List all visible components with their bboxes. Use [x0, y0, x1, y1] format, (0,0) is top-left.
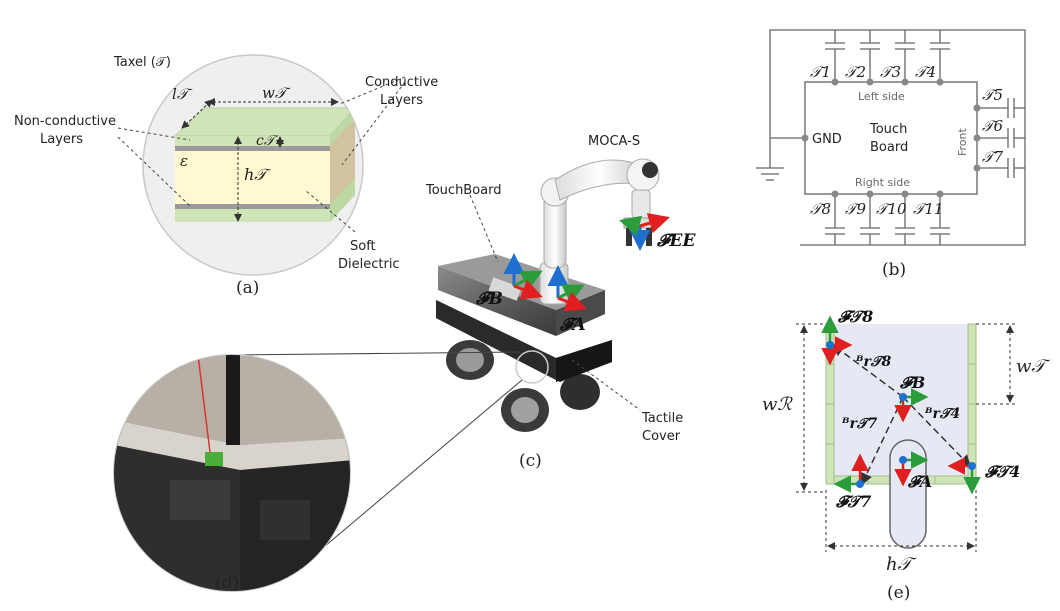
f-t7-label: 𝓕𝒯7 — [835, 492, 871, 511]
taxel-t10: 𝒯10 — [876, 200, 907, 218]
panel-a-caption: (a) — [236, 278, 259, 298]
panel-e-caption: (e) — [887, 583, 910, 603]
zoom-line-top — [231, 351, 521, 356]
arm-base — [889, 439, 927, 549]
f-t4-label: 𝓕𝒯4 — [984, 462, 1020, 481]
tactile-leader — [571, 359, 641, 411]
f-a-label: 𝓕A — [907, 472, 932, 491]
zoom-line-bottom — [317, 379, 523, 553]
r-t8-label: ᴮr𝒯8 — [855, 354, 892, 370]
taxel-t6: 𝒯6 — [982, 117, 1003, 135]
fa-axis-x — [557, 291, 587, 312]
r-t7-label: ᴮr𝒯7 — [841, 416, 878, 432]
conductive-label-2: Layers — [380, 93, 423, 108]
soft-leader — [304, 189, 356, 233]
fa-label: 𝓕A — [559, 315, 586, 335]
taxel-t5: 𝒯5 — [982, 86, 1003, 104]
panel-b-labels: 𝒯1 𝒯2 𝒯3 𝒯4 𝒯5 𝒯6 𝒯7 𝒯8 𝒯9 𝒯10 𝒯11 GND T… — [810, 63, 1003, 280]
panel-c: MOCA-S TouchBoard Tactile Cover 𝓕EE 𝓕B 𝓕… — [425, 134, 697, 471]
f-t8-label: 𝓕𝒯8 — [837, 307, 873, 326]
bottom-capacitors — [825, 194, 950, 245]
touchboard-pcb — [488, 277, 522, 301]
upper-box-front — [438, 266, 556, 336]
fb-axis-x — [513, 279, 543, 300]
bottom-nonconductive-layer — [175, 204, 330, 209]
outer-wire — [769, 29, 1026, 246]
frame-t7 — [833, 453, 869, 493]
taxel-t1: 𝒯1 — [810, 63, 831, 81]
top-conductive-layer — [175, 136, 330, 146]
upper-box-side — [556, 290, 605, 336]
l-t-label: l𝒯 — [172, 85, 193, 103]
fee-axis-y — [619, 215, 643, 236]
board-label-1: Touch — [869, 122, 907, 137]
zoom-spot — [515, 350, 549, 384]
l-t-dimension — [181, 99, 213, 129]
nonconductive-leader-2 — [117, 136, 191, 207]
fee-label: 𝓕EE — [656, 231, 697, 251]
panel-b-caption: (b) — [882, 260, 906, 280]
w-r-label: wℛ — [762, 394, 793, 415]
fb-axis-y — [513, 270, 543, 290]
right-side-label: Right side — [855, 176, 910, 189]
conductive-label-1: Conductive — [365, 75, 438, 90]
fb-label: 𝓕B — [475, 289, 503, 309]
left-side-label: Left side — [858, 90, 905, 103]
taxel-top-face — [173, 107, 357, 137]
conductive-leader-2 — [341, 81, 406, 166]
r-t4-label: ᴮr𝒯4 — [924, 406, 960, 422]
nonconductive-label-1: Non-conductive — [14, 114, 116, 129]
taxel-label: Taxel (𝒯) — [113, 55, 171, 70]
top-nonconductive-layer — [175, 146, 330, 151]
panel-d: (d) — [113, 351, 523, 593]
mecanum-wheels — [446, 340, 600, 432]
taxel-t9: 𝒯9 — [845, 200, 866, 218]
panel-d-caption: (d) — [215, 573, 239, 593]
top-capacitors — [825, 30, 950, 82]
taxel-t3: 𝒯3 — [880, 63, 901, 81]
soft-label-1: Soft — [350, 239, 376, 254]
nonconductive-leader-1 — [117, 127, 191, 141]
bottom-conductive-layer — [175, 209, 330, 222]
fee-axis-x — [639, 213, 670, 234]
h-t-label: h𝒯 — [244, 165, 271, 184]
right-capacitors — [977, 98, 1025, 178]
panel-e: 𝓕𝒯8 𝓕B 𝓕A 𝓕𝒯7 𝓕𝒯4 ᴮr𝒯8 ᴮr𝒯7 ᴮr𝒯4 w𝒯 wℛ h… — [762, 307, 1050, 603]
tactile-label-2: Cover — [642, 429, 681, 444]
board-label-2: Board — [870, 140, 908, 155]
h-t-label-e: h𝒯 — [886, 554, 917, 575]
panel-a: Taxel (𝒯) Conductive Layers Non-conducti… — [14, 54, 438, 298]
epsilon-label: ε — [180, 152, 188, 170]
board-pins — [801, 78, 981, 198]
panel-c-caption: (c) — [519, 451, 542, 471]
moca-label: MOCA-S — [588, 134, 640, 149]
taxel-t8: 𝒯8 — [810, 200, 831, 218]
w-t-label: w𝒯 — [262, 84, 291, 102]
front-label: Front — [956, 127, 969, 156]
tactile-label-1: Tactile — [641, 411, 683, 426]
frame-b — [894, 388, 929, 423]
taxel-t4: 𝒯4 — [915, 63, 936, 81]
r-t4-vector — [902, 396, 972, 468]
nonconductive-label-2: Layers — [40, 132, 83, 147]
taxel-t11: 𝒯11 — [913, 200, 944, 218]
taxel-t7: 𝒯7 — [982, 148, 1003, 166]
taxel-t2: 𝒯2 — [845, 63, 866, 81]
frame-t8 — [821, 315, 853, 366]
frame-t4 — [947, 457, 981, 495]
w-t-label-e: w𝒯 — [1016, 356, 1050, 377]
touchboard-label: TouchBoard — [425, 183, 502, 198]
c-t-label: c𝒯 — [256, 133, 279, 149]
gnd-label: GND — [812, 132, 842, 147]
frame-a — [894, 451, 929, 487]
soft-label-2: Dielectric — [338, 257, 400, 272]
panel-b — [756, 29, 1026, 246]
touchboard-leader — [469, 194, 499, 263]
f-b-label: 𝓕B — [899, 373, 925, 392]
robot-arm — [539, 158, 660, 305]
soft-dielectric-layer — [175, 151, 330, 204]
